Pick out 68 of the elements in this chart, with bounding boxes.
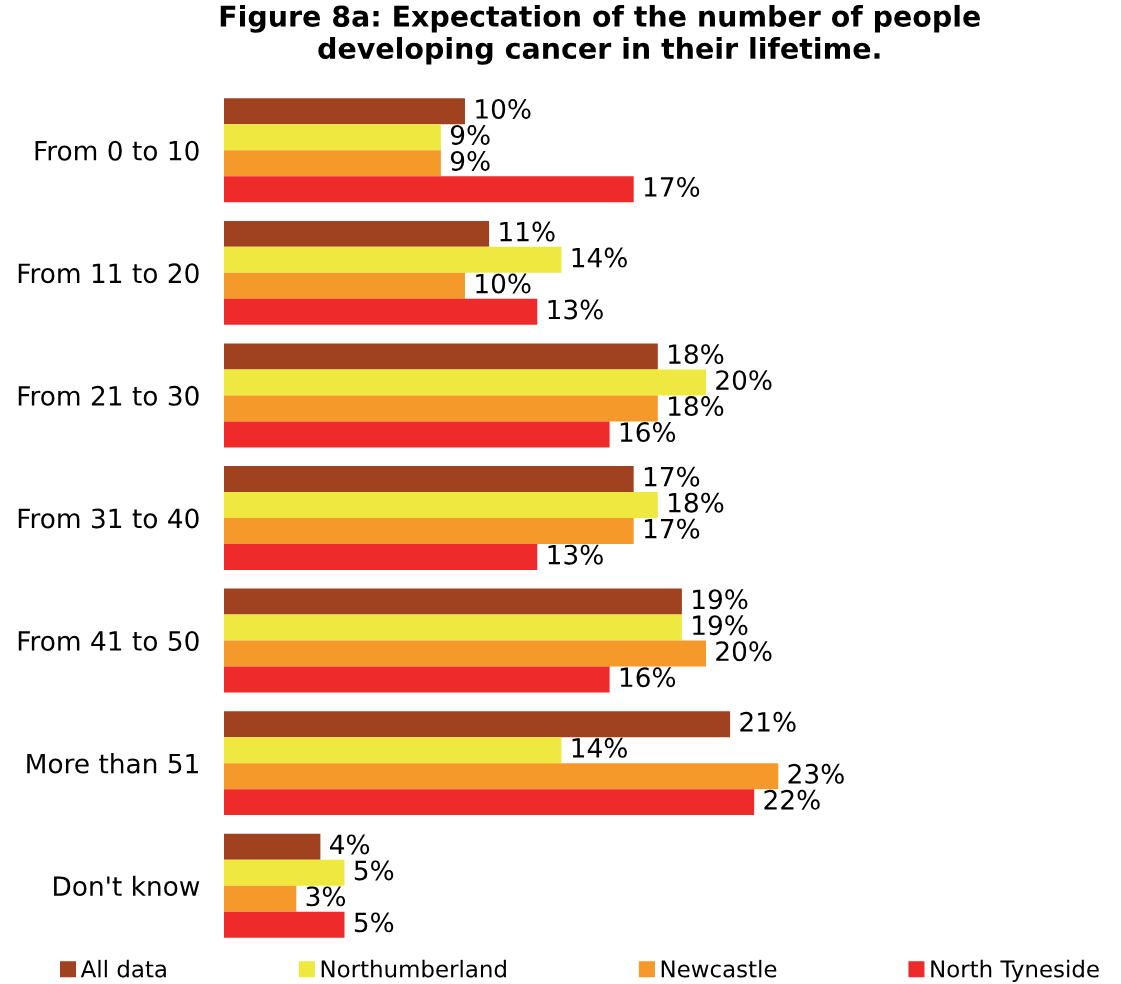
bar — [224, 272, 465, 299]
legend-label: All data — [80, 959, 166, 978]
legend-label: Newcastle — [661, 959, 777, 978]
bar — [224, 666, 610, 693]
bar — [224, 789, 755, 816]
bar — [224, 588, 682, 615]
data-label: 20% — [716, 370, 772, 391]
bar — [224, 343, 658, 370]
bar — [224, 98, 465, 125]
data-label: 18% — [669, 344, 724, 365]
bar — [224, 763, 779, 790]
legend-label: Northumberland — [321, 959, 506, 978]
legend-label: North Tyneside — [931, 959, 1099, 983]
data-label: 16% — [620, 667, 676, 688]
bar — [224, 543, 538, 570]
data-label: 23% — [788, 763, 844, 784]
bar — [224, 395, 658, 422]
data-label: 20% — [716, 641, 772, 662]
data-label: 5% — [354, 860, 394, 881]
bar — [224, 150, 441, 177]
bar — [224, 176, 634, 203]
bar — [224, 711, 731, 738]
data-label: 10% — [476, 99, 531, 119]
data-label: 18% — [669, 492, 724, 513]
data-label: 16% — [620, 422, 676, 443]
data-label: 13% — [548, 299, 603, 320]
y-tick-label: More than 51 — [27, 753, 198, 774]
bar — [224, 518, 634, 544]
data-label: 10% — [476, 273, 531, 294]
data-label: 14% — [572, 247, 627, 268]
data-label: 3% — [306, 886, 346, 907]
bar — [224, 640, 706, 667]
bar — [224, 737, 562, 764]
data-label: 19% — [693, 615, 748, 636]
data-label: 9% — [450, 150, 490, 171]
bar — [224, 298, 538, 325]
data-label: 14% — [572, 737, 627, 758]
bar — [224, 614, 682, 641]
bar — [224, 124, 441, 151]
y-tick-label: From 41 to 50 — [18, 631, 199, 651]
data-label: 19% — [693, 589, 748, 610]
bar — [224, 369, 706, 396]
data-label: 13% — [548, 544, 603, 565]
bar — [224, 466, 634, 493]
data-label: 17% — [644, 176, 700, 197]
y-tick-label: From 11 to 20 — [18, 263, 199, 284]
bar — [224, 421, 610, 448]
data-label: 4% — [330, 834, 370, 855]
y-tick-label: Don't know — [54, 875, 200, 897]
data-label: 18% — [669, 396, 724, 417]
data-label: 21% — [740, 711, 796, 732]
y-tick-label: From 21 to 30 — [18, 385, 199, 406]
y-tick-label: From 31 to 40 — [18, 508, 199, 529]
bar — [224, 492, 658, 518]
data-label: 17% — [644, 518, 700, 539]
chart-title: Figure 8a: Expectation of the number of people developing cancer in their lifetime. — [220, 4, 980, 65]
data-label: 9% — [450, 124, 490, 145]
bar — [224, 220, 490, 247]
data-label: 5% — [354, 912, 394, 933]
bar — [224, 833, 321, 860]
data-label: 11% — [500, 221, 555, 242]
bar — [224, 246, 562, 273]
bar — [224, 859, 345, 886]
bar — [224, 911, 345, 938]
y-tick-label: From 0 to 10 — [35, 140, 199, 161]
data-label: 22% — [764, 789, 820, 810]
data-label: 17% — [644, 466, 700, 487]
bar — [224, 885, 297, 912]
